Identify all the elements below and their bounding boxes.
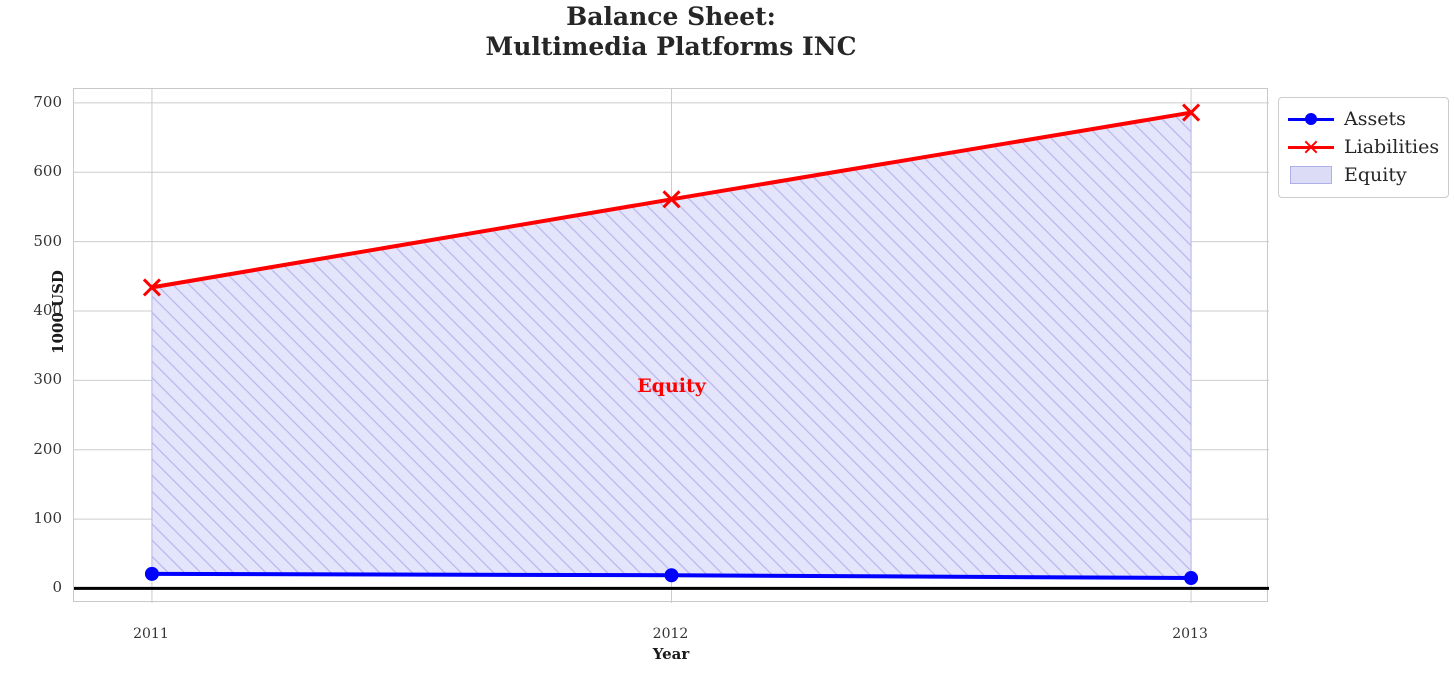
y-tick-label: 500 [33,231,62,250]
y-tick-label: 100 [33,509,62,528]
legend-label-liabilities: Liabilities [1344,136,1440,158]
x-axis-label: Year [652,645,690,663]
legend-item-equity[interactable]: Equity [1288,161,1439,189]
chart-legend: Assets Liabilities Equity [1278,97,1450,198]
x-tick-label: 2012 [652,626,689,642]
x-tick-label: 2011 [133,626,169,642]
line-x-marker-icon [1288,137,1334,157]
x-tick-label: 2013 [1172,626,1208,642]
chart-title: Balance Sheet: Multimedia Platforms INC [485,2,857,61]
equity-annotation-label: Equity [637,374,706,397]
legend-label-equity: Equity [1344,164,1407,186]
line-circle-marker-icon [1288,109,1334,129]
y-tick-label: 0 [52,578,62,597]
chart-canvas [74,89,1269,603]
legend-item-assets[interactable]: Assets [1288,105,1439,133]
legend-label-assets: Assets [1344,108,1406,130]
y-tick-label: 400 [33,300,62,319]
y-tick-label: 700 [33,92,62,111]
y-tick-label: 600 [33,162,62,181]
y-tick-label: 300 [33,370,62,389]
y-tick-label: 200 [33,439,62,458]
plot-area: Equity [73,88,1269,603]
series-markers [142,103,1201,586]
legend-item-liabilities[interactable]: Liabilities [1288,133,1439,161]
hatched-patch-icon [1288,165,1334,185]
